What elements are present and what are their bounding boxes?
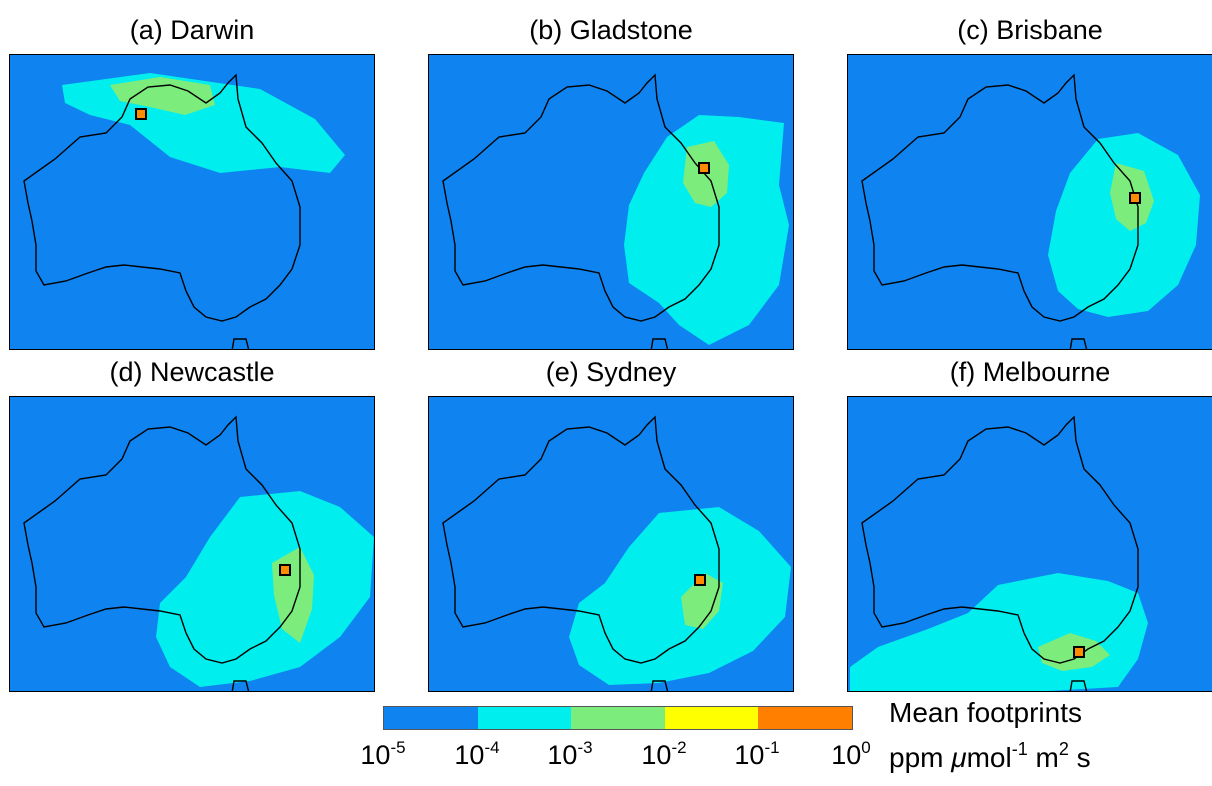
panel-title: (e) Sydney — [545, 357, 677, 387]
colorbar-tick: 10-2 — [641, 738, 687, 770]
panel-title: (f) Melbourne — [949, 357, 1111, 387]
colorbar-segment — [664, 707, 759, 729]
footprint-mid — [681, 573, 723, 629]
map-newcastle — [9, 396, 375, 692]
colorbar-tick: 10-5 — [360, 738, 406, 770]
coastline-tasmania — [650, 338, 669, 349]
map-gladstone — [428, 54, 794, 350]
coastline-australia — [861, 73, 1139, 322]
map-svg — [442, 415, 791, 691]
footprint-low — [850, 573, 1148, 691]
colorbar-units: ppm μmol-1 m2 s — [889, 739, 1091, 773]
site-marker-brisbane — [1129, 192, 1141, 204]
site-marker-melbourne — [1073, 646, 1085, 658]
colorbar-tick: 10-3 — [547, 738, 593, 770]
map-svg — [861, 73, 1200, 349]
footprint-low — [569, 507, 791, 685]
map-melbourne — [847, 396, 1212, 692]
colorbar-segment — [571, 707, 665, 729]
site-marker-newcastle — [279, 564, 291, 576]
map-darwin — [9, 54, 375, 350]
coastline-tasmania — [650, 680, 669, 691]
colorbar-segment — [384, 707, 478, 729]
panel-title: (a) Darwin — [129, 15, 255, 45]
map-svg — [442, 73, 789, 349]
map-sydney — [428, 396, 794, 692]
coastline-tasmania — [231, 338, 250, 349]
colorbar-tick: 10-1 — [734, 738, 780, 770]
coastline-tasmania — [231, 680, 250, 691]
colorbar-title: Mean footprints — [889, 697, 1082, 728]
coastline-australia — [442, 415, 720, 664]
panel-title: (c) Brisbane — [957, 15, 1103, 45]
map-svg — [23, 73, 345, 349]
coastline-australia — [23, 73, 301, 322]
coastline-australia — [861, 415, 1139, 664]
panel-title: (b) Gladstone — [529, 15, 693, 45]
colorbar — [383, 706, 853, 730]
coastline-australia — [442, 73, 720, 322]
footprint-low — [624, 115, 789, 345]
colorbar-segment — [477, 707, 572, 729]
footprint-mid — [110, 77, 215, 115]
site-marker-darwin — [135, 108, 147, 120]
footprint-low — [156, 491, 374, 687]
site-marker-gladstone — [698, 162, 710, 174]
coastline-australia — [23, 415, 301, 664]
map-svg — [850, 415, 1148, 691]
colorbar-segment — [758, 707, 852, 729]
coastline-tasmania — [1069, 680, 1088, 691]
colorbar-tick: 100 — [831, 738, 871, 770]
map-brisbane — [847, 54, 1212, 350]
map-svg — [23, 415, 374, 691]
site-marker-sydney — [694, 574, 706, 586]
panel-title: (d) Newcastle — [109, 357, 275, 387]
colorbar-tick: 10-4 — [454, 738, 500, 770]
coastline-tasmania — [1069, 338, 1088, 349]
